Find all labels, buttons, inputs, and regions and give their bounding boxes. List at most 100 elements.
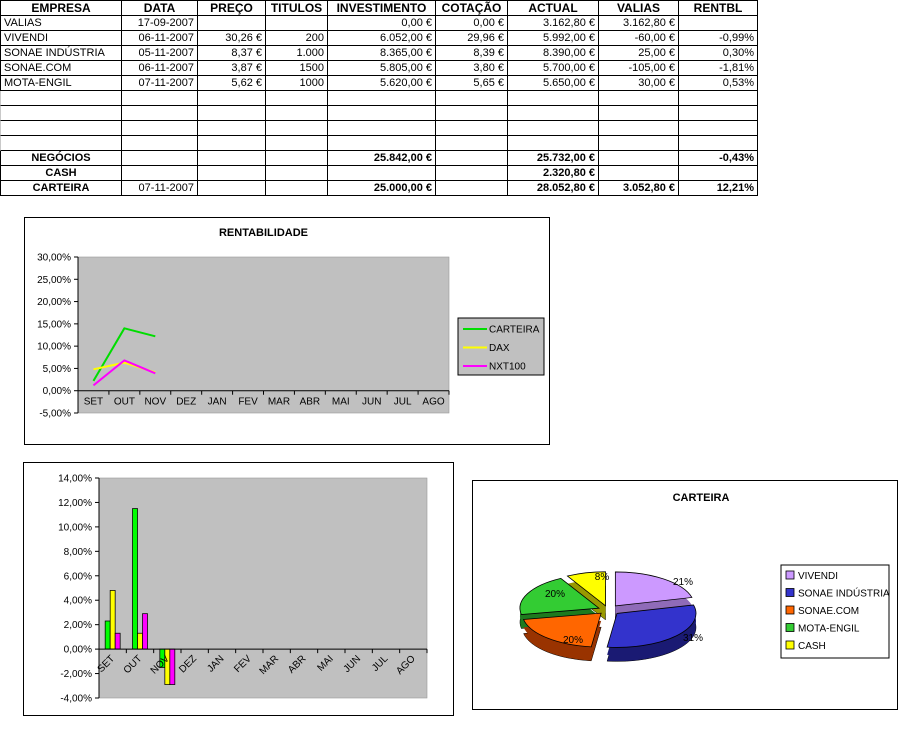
table-cell[interactable]: 5,65 € — [436, 76, 508, 91]
table-cell[interactable]: 28.052,80 € — [508, 181, 599, 196]
column-header-rentbl[interactable]: RENTBL — [679, 0, 758, 16]
table-cell[interactable] — [266, 181, 328, 196]
table-cell[interactable] — [328, 106, 436, 121]
table-cell[interactable]: 1000 — [266, 76, 328, 91]
table-cell[interactable] — [122, 151, 198, 166]
table-cell[interactable] — [508, 121, 599, 136]
table-cell[interactable]: 5.805,00 € — [328, 61, 436, 76]
table-cell[interactable] — [679, 121, 758, 136]
table-cell[interactable]: 1.000 — [266, 46, 328, 61]
table-cell[interactable] — [122, 91, 198, 106]
table-cell[interactable]: 06-11-2007 — [122, 31, 198, 46]
column-header-cota-o[interactable]: COTAÇÃO — [436, 0, 508, 16]
table-cell[interactable] — [0, 91, 122, 106]
table-cell[interactable]: 5.700,00 € — [508, 61, 599, 76]
table-cell[interactable]: 3.162,80 € — [508, 16, 599, 31]
table-cell[interactable] — [508, 136, 599, 151]
table-cell[interactable]: 07-11-2007 — [122, 76, 198, 91]
table-cell[interactable] — [508, 106, 599, 121]
table-cell[interactable]: 25.732,00 € — [508, 151, 599, 166]
table-cell[interactable]: CARTEIRA — [0, 181, 122, 196]
pie-chart[interactable]: CARTEIRA 21% 31% 20% 20% 8% VIVENDI SONAE INDÚ… — [472, 480, 898, 710]
table-cell[interactable]: 6.052,00 € — [328, 31, 436, 46]
table-cell[interactable] — [266, 166, 328, 181]
table-cell[interactable]: 0,30% — [679, 46, 758, 61]
table-cell[interactable] — [266, 121, 328, 136]
table-cell[interactable] — [122, 166, 198, 181]
table-cell[interactable]: 0,53% — [679, 76, 758, 91]
table-cell[interactable] — [436, 151, 508, 166]
column-header-pre-o[interactable]: PREÇO — [198, 0, 266, 16]
table-cell[interactable]: -0,99% — [679, 31, 758, 46]
table-cell[interactable] — [679, 106, 758, 121]
table-cell[interactable]: SONAE INDÚSTRIA — [0, 46, 122, 61]
table-cell[interactable]: 5.650,00 € — [508, 76, 599, 91]
table-cell[interactable] — [0, 136, 122, 151]
table-cell[interactable] — [436, 106, 508, 121]
table-cell[interactable]: 17-09-2007 — [122, 16, 198, 31]
table-cell[interactable]: -60,00 € — [599, 31, 679, 46]
table-cell[interactable]: 25.842,00 € — [328, 151, 436, 166]
table-cell[interactable] — [679, 16, 758, 31]
table-cell[interactable] — [599, 151, 679, 166]
line-chart[interactable]: RENTABILIDADE 30,00% 25,00% 20,00% 15,00% 10… — [24, 217, 550, 445]
table-cell[interactable]: -105,00 € — [599, 61, 679, 76]
bar-chart[interactable]: 14,00% 12,00% 10,00% 8,00% 6,00% 4,00% 2,00% 0,… — [23, 462, 454, 716]
table-cell[interactable] — [328, 91, 436, 106]
table-cell[interactable] — [0, 121, 122, 136]
table-cell[interactable]: NEGÓCIOS — [0, 151, 122, 166]
column-header-valias[interactable]: VALIAS — [599, 0, 679, 16]
table-cell[interactable] — [436, 166, 508, 181]
table-cell[interactable] — [328, 136, 436, 151]
table-cell[interactable] — [198, 121, 266, 136]
table-cell[interactable] — [679, 166, 758, 181]
table-cell[interactable] — [198, 136, 266, 151]
table-cell[interactable]: -1,81% — [679, 61, 758, 76]
table-cell[interactable] — [198, 166, 266, 181]
column-header-empresa[interactable]: EMPRESA — [0, 0, 122, 16]
table-cell[interactable] — [0, 106, 122, 121]
table-cell[interactable]: 5,62 € — [198, 76, 266, 91]
table-cell[interactable] — [328, 166, 436, 181]
table-cell[interactable] — [599, 106, 679, 121]
table-cell[interactable]: 2.320,80 € — [508, 166, 599, 181]
table-cell[interactable] — [266, 16, 328, 31]
table-cell[interactable] — [266, 136, 328, 151]
table-cell[interactable]: 5.992,00 € — [508, 31, 599, 46]
table-cell[interactable]: 8,37 € — [198, 46, 266, 61]
column-header-investimento[interactable]: INVESTIMENTO — [328, 0, 436, 16]
table-cell[interactable] — [198, 151, 266, 166]
table-cell[interactable]: 8.365,00 € — [328, 46, 436, 61]
table-cell[interactable]: 06-11-2007 — [122, 61, 198, 76]
table-cell[interactable] — [122, 136, 198, 151]
table-cell[interactable]: 1500 — [266, 61, 328, 76]
table-cell[interactable]: 30,26 € — [198, 31, 266, 46]
table-cell[interactable] — [508, 91, 599, 106]
table-cell[interactable]: 3,87 € — [198, 61, 266, 76]
table-cell[interactable]: 5.620,00 € — [328, 76, 436, 91]
table-cell[interactable]: 29,96 € — [436, 31, 508, 46]
table-cell[interactable]: VALIAS — [0, 16, 122, 31]
column-header-titulos[interactable]: TITULOS — [266, 0, 328, 16]
table-cell[interactable]: 25,00 € — [599, 46, 679, 61]
table-cell[interactable]: 3.052,80 € — [599, 181, 679, 196]
table-cell[interactable] — [122, 106, 198, 121]
table-cell[interactable]: 200 — [266, 31, 328, 46]
table-cell[interactable] — [266, 151, 328, 166]
table-cell[interactable]: 30,00 € — [599, 76, 679, 91]
table-cell[interactable] — [599, 121, 679, 136]
table-cell[interactable] — [436, 91, 508, 106]
table-cell[interactable] — [679, 136, 758, 151]
table-cell[interactable]: SONAE.COM — [0, 61, 122, 76]
table-cell[interactable] — [198, 106, 266, 121]
table-cell[interactable] — [198, 91, 266, 106]
table-cell[interactable]: 12,21% — [679, 181, 758, 196]
table-cell[interactable]: MOTA-ENGIL — [0, 76, 122, 91]
table-cell[interactable]: -0,43% — [679, 151, 758, 166]
table-cell[interactable] — [599, 136, 679, 151]
table-cell[interactable] — [679, 91, 758, 106]
table-cell[interactable]: 0,00 € — [436, 16, 508, 31]
table-cell[interactable]: 25.000,00 € — [328, 181, 436, 196]
table-cell[interactable] — [436, 121, 508, 136]
table-cell[interactable] — [599, 166, 679, 181]
